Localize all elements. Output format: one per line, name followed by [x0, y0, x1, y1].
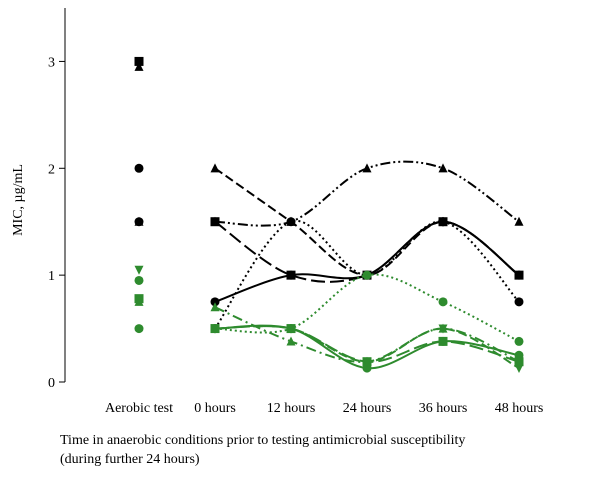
marker	[438, 324, 448, 334]
marker	[286, 336, 296, 346]
marker	[286, 270, 296, 280]
marker	[438, 336, 448, 346]
marker	[134, 265, 144, 275]
marker	[514, 336, 524, 346]
marker	[134, 61, 144, 71]
marker	[514, 364, 524, 374]
marker	[210, 163, 220, 173]
marker	[362, 357, 372, 367]
y-tick-label: 0	[48, 376, 55, 391]
x-tick-label: 12 hours	[267, 401, 316, 416]
y-tick-label: 2	[48, 162, 55, 177]
marker	[514, 297, 524, 307]
marker	[134, 275, 144, 285]
x-tick-label: 48 hours	[495, 401, 544, 416]
marker	[438, 163, 448, 173]
marker	[134, 217, 144, 227]
marker	[286, 217, 296, 227]
marker	[362, 270, 372, 280]
marker	[210, 217, 220, 227]
aerobic-label: Aerobic test	[105, 401, 173, 416]
marker	[286, 324, 296, 334]
series-line	[214, 167, 520, 277]
x-axis-label: (during further 24 hours)	[60, 452, 200, 467]
x-axis-label: Time in anaerobic conditions prior to te…	[60, 433, 465, 448]
x-tick-label: 24 hours	[343, 401, 392, 416]
marker	[210, 324, 220, 334]
marker	[210, 302, 220, 312]
x-tick-label: 36 hours	[419, 401, 468, 416]
marker	[134, 163, 144, 173]
marker	[134, 324, 144, 334]
marker	[514, 270, 524, 280]
series-line	[214, 306, 520, 363]
y-tick-label: 1	[48, 269, 55, 284]
marker	[438, 217, 448, 227]
x-tick-label: 0 hours	[194, 401, 236, 416]
y-axis-label: MIC, µg/mL	[11, 164, 26, 236]
marker	[362, 163, 372, 173]
marker	[134, 294, 144, 304]
y-tick-label: 3	[48, 55, 55, 70]
series-line	[214, 220, 520, 303]
marker	[210, 297, 220, 307]
marker	[514, 357, 524, 367]
marker	[514, 216, 524, 226]
series-line	[214, 219, 520, 330]
marker	[438, 297, 448, 307]
marker	[134, 56, 144, 66]
